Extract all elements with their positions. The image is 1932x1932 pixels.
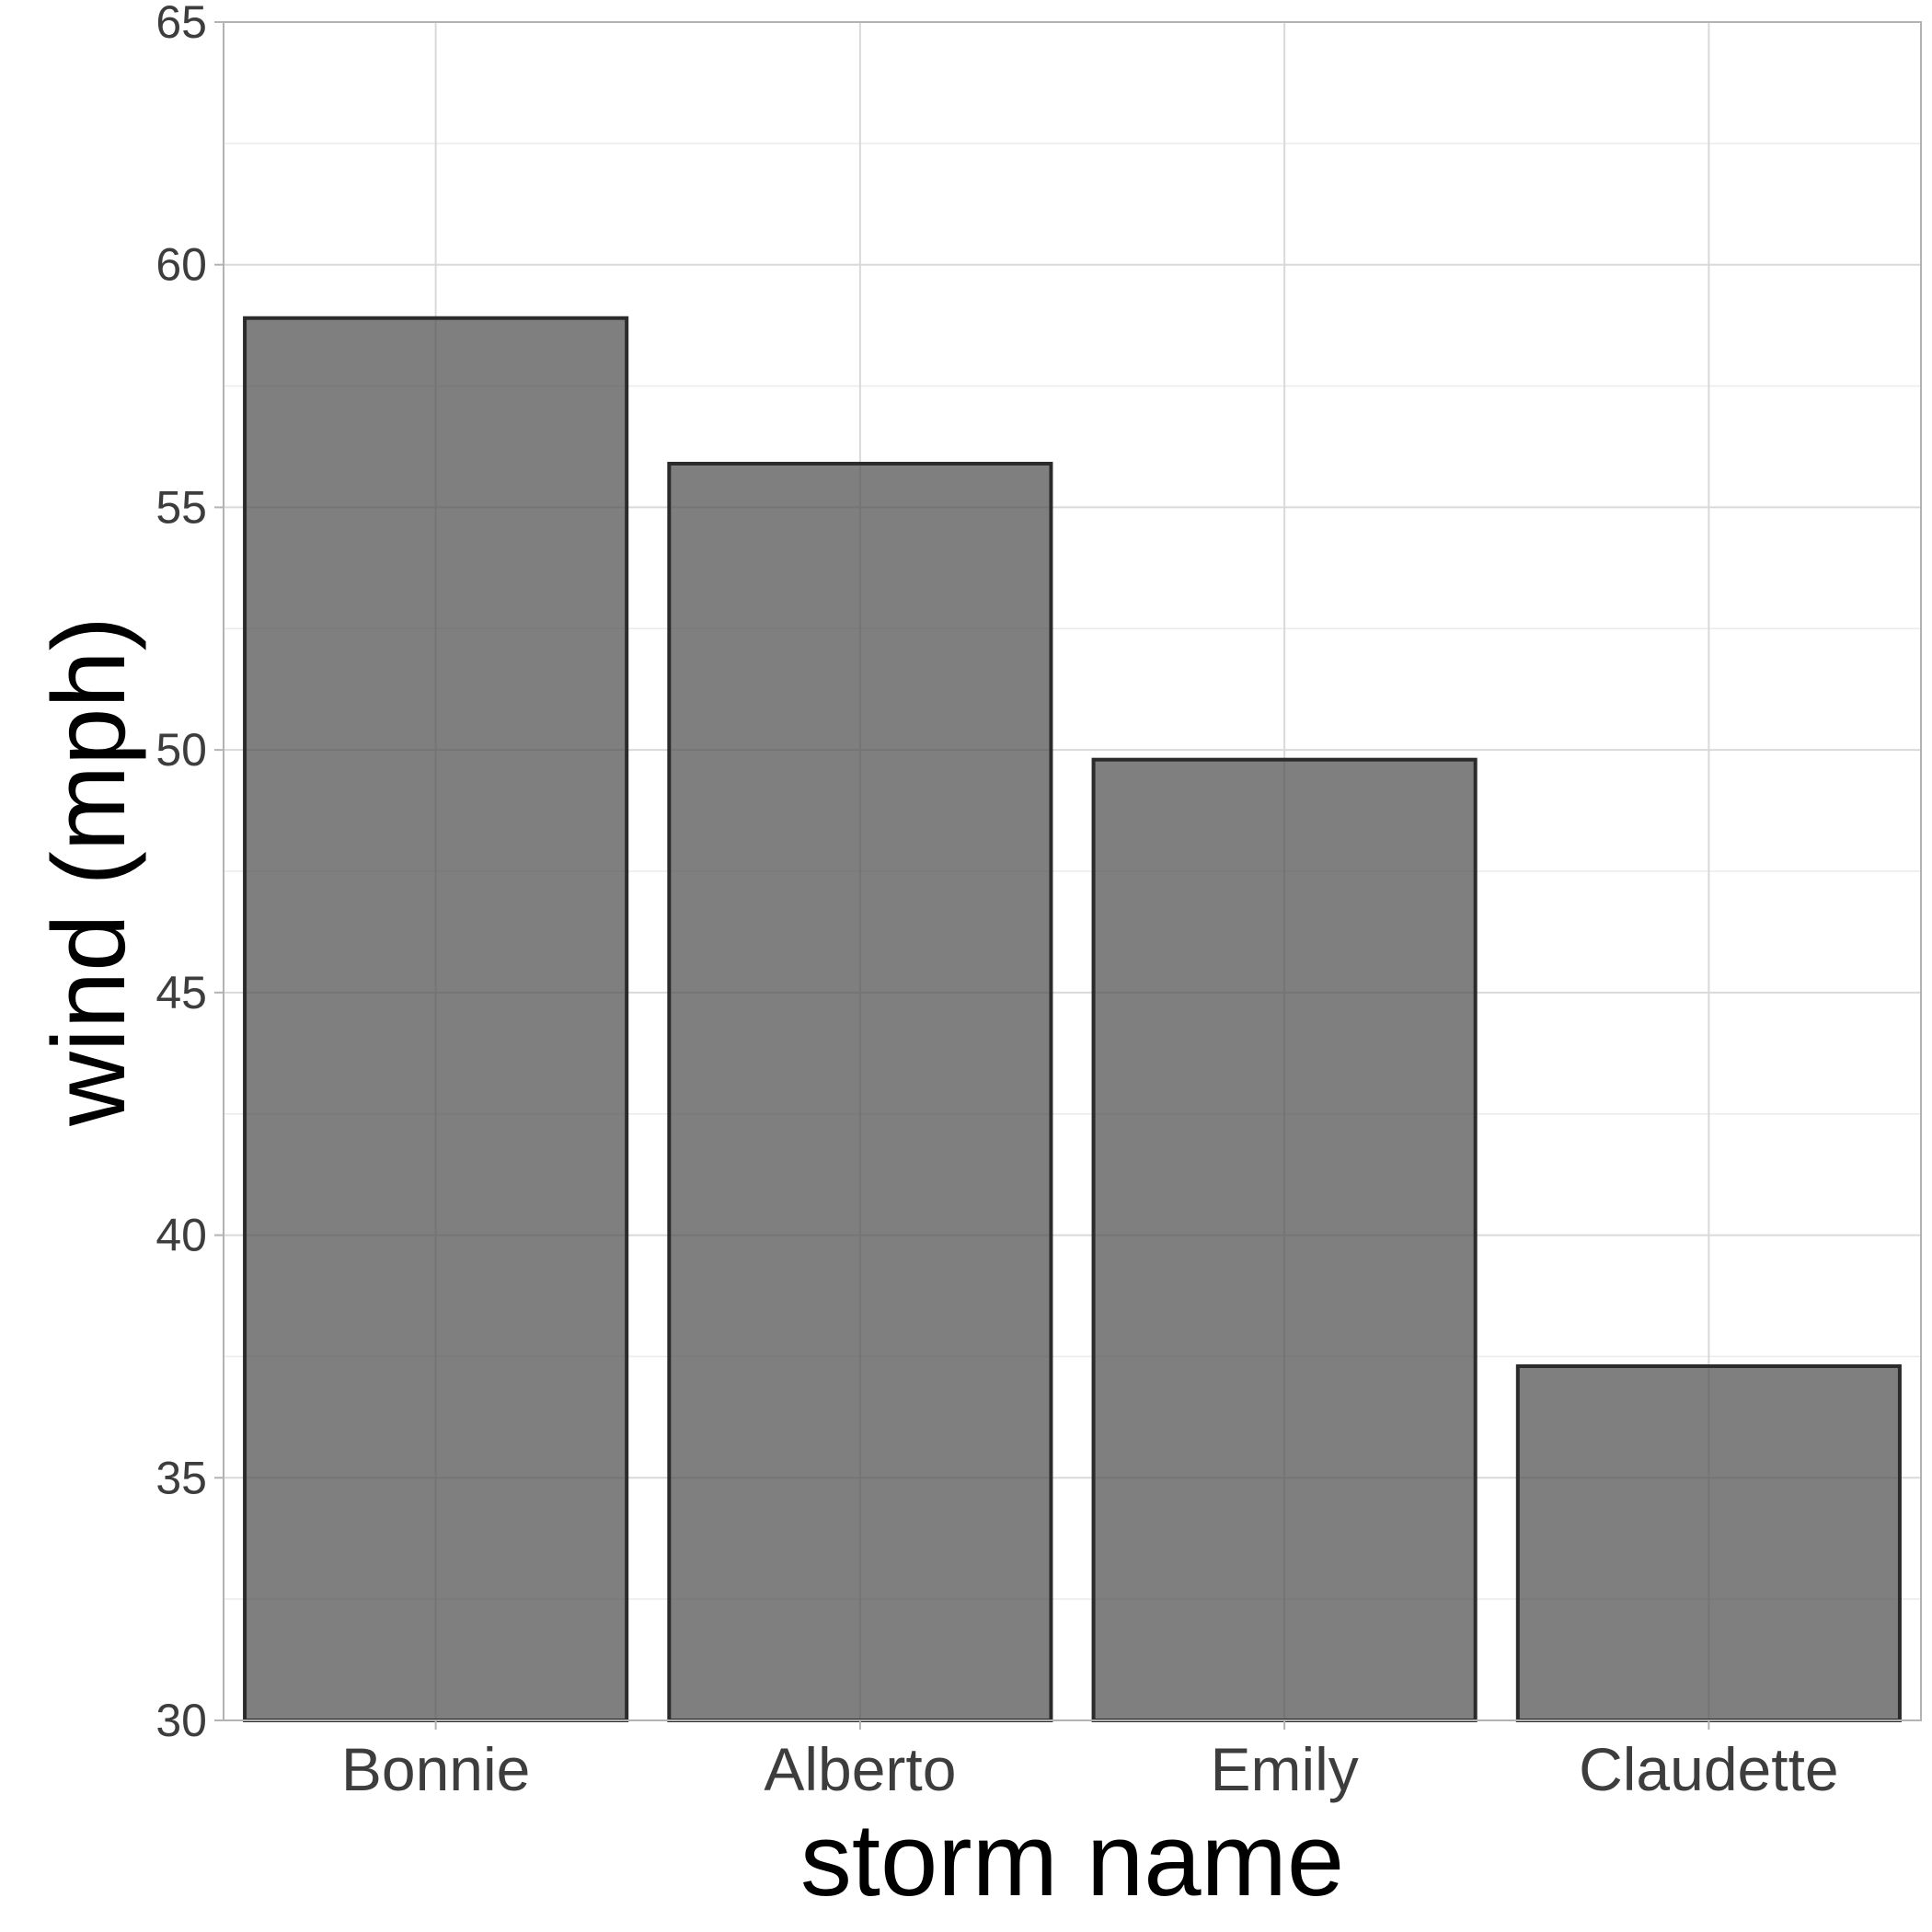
y-tick-label: 30 xyxy=(155,1695,207,1746)
y-tick-label: 45 xyxy=(155,967,207,1018)
bars xyxy=(243,316,1902,1723)
y-tick-label: 65 xyxy=(155,0,207,48)
bar-alberto xyxy=(667,461,1053,1723)
bar-emily xyxy=(1091,757,1478,1722)
bar-claudette xyxy=(1515,1363,1902,1723)
y-axis-title: wind (mph) xyxy=(31,616,146,1127)
y-tick-label: 35 xyxy=(155,1452,207,1503)
y-tick-label: 50 xyxy=(155,724,207,776)
x-tick-label: Alberto xyxy=(764,1735,956,1803)
y-tick-label: 40 xyxy=(155,1210,207,1261)
x-tick-label: Emily xyxy=(1210,1735,1358,1803)
x-tick-label: Claudette xyxy=(1579,1735,1839,1803)
bar-bonnie xyxy=(243,316,629,1722)
x-axis-title: storm name xyxy=(800,1802,1344,1917)
x-axis: Bonnie Alberto Emily Claudette xyxy=(341,1720,1839,1803)
y-tick-label: 55 xyxy=(155,481,207,533)
x-tick-label: Bonnie xyxy=(341,1735,531,1803)
y-axis: 30 35 40 45 50 55 60 65 xyxy=(155,0,224,1746)
y-tick-label: 60 xyxy=(155,239,207,291)
panel-border xyxy=(223,21,1922,1721)
